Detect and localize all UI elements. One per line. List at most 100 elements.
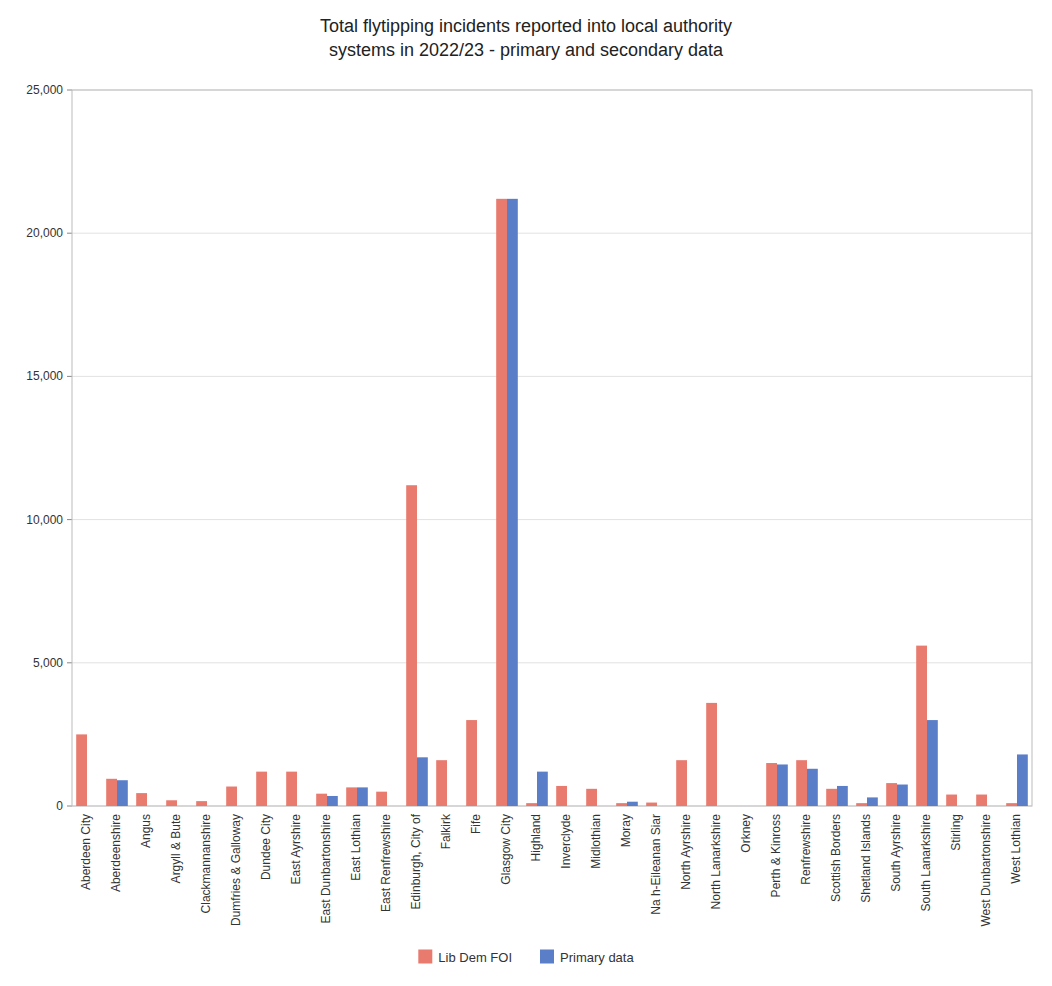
grid <box>72 90 1032 806</box>
x-tick-label: Renfrewshire <box>799 814 813 885</box>
bar: South Ayrshire — Primary data: 750 <box>897 785 908 806</box>
x-tick-label: East Ayrshire <box>289 814 303 885</box>
bar: Shetland Islands — Lib Dem FOI: 100 <box>856 803 867 806</box>
x-tick-label: Dumfries & Galloway <box>229 814 243 926</box>
bar: Glasgow City — Lib Dem FOI: 21200 <box>496 199 507 806</box>
bar: West Lothian — Lib Dem FOI: 100 <box>1006 803 1017 806</box>
x-tick-label: North Ayrshire <box>679 814 693 890</box>
bar: Perth & Kinross — Primary data: 1450 <box>777 764 788 806</box>
bar: Stirling — Primary data: 0 <box>957 806 968 807</box>
bar: East Lothian — Lib Dem FOI: 650 <box>346 787 357 806</box>
legend-swatch <box>418 950 432 964</box>
bar: Clackmannanshire — Primary data: 0 <box>207 806 218 807</box>
bar: Falkirk — Lib Dem FOI: 1600 <box>436 760 447 806</box>
grid-line <box>72 519 1032 520</box>
bar: Midlothian — Primary data: 0 <box>597 806 608 807</box>
bar: Dumfries & Galloway — Lib Dem FOI: 680 <box>226 787 237 806</box>
bar: Dumfries & Galloway — Primary data: 0 <box>237 806 248 807</box>
bar: Clackmannanshire — Lib Dem FOI: 170 <box>196 801 207 806</box>
bar: Na h-Eileanan Siar — Lib Dem FOI: 120 <box>646 803 657 806</box>
legend-label: Primary data <box>560 950 634 965</box>
bar: East Ayrshire — Primary data: 0 <box>297 806 308 807</box>
bar: Highland — Primary data: 1200 <box>537 772 548 806</box>
y-tick-label: 10,000 <box>26 513 63 527</box>
y-tick <box>67 376 72 377</box>
x-tick-label: Highland <box>529 814 543 861</box>
x-tick-label: Orkney <box>739 814 753 853</box>
bar: Aberdeenshire — Primary data: 900 <box>117 780 128 806</box>
x-tick-label: Scottish Borders <box>829 814 843 902</box>
x-tick-label: Argyll & Bute <box>169 814 183 884</box>
bar: West Dunbartonshire — Lib Dem FOI: 400 <box>976 795 987 806</box>
bars: Aberdeen City — Lib Dem FOI: 2500Aberdee… <box>76 199 1028 806</box>
grid-line <box>72 662 1032 663</box>
x-tick-label: Perth & Kinross <box>769 814 783 897</box>
bar: East Dunbartonshire — Primary data: 350 <box>327 796 338 806</box>
legend-label: Lib Dem FOI <box>438 950 512 965</box>
bar: Argyll & Bute — Primary data: 0 <box>177 806 188 807</box>
grid-line <box>72 376 1032 377</box>
bar: Shetland Islands — Primary data: 300 <box>867 797 878 806</box>
x-tick-label: Dundee City <box>259 814 273 880</box>
bar: Argyll & Bute — Lib Dem FOI: 200 <box>166 800 177 806</box>
x-tick-label: Inverclyde <box>559 814 573 869</box>
x-tick-label: Stirling <box>949 814 963 851</box>
bar: Stirling — Lib Dem FOI: 400 <box>946 795 957 806</box>
bar: Scottish Borders — Lib Dem FOI: 600 <box>826 789 837 806</box>
title-line: Total flytipping incidents reported into… <box>320 16 732 36</box>
page: {"chart_data": { "type": "bar", "title":… <box>0 0 1052 986</box>
chart: Total flytipping incidents reported into… <box>0 0 1052 986</box>
chart-container: Total flytipping incidents reported into… <box>0 0 1052 986</box>
bar: Aberdeenshire — Lib Dem FOI: 950 <box>106 779 117 806</box>
y-tick <box>67 806 72 807</box>
bar: Orkney — Lib Dem FOI: 0 <box>736 806 747 807</box>
bar: East Dunbartonshire — Lib Dem FOI: 430 <box>316 794 327 806</box>
x-tick-label: East Lothian <box>349 814 363 881</box>
bar: Dundee City — Primary data: 0 <box>267 806 278 807</box>
bar: Highland — Lib Dem FOI: 100 <box>526 803 537 806</box>
bar: Moray — Lib Dem FOI: 100 <box>616 803 627 806</box>
bar: Inverclyde — Lib Dem FOI: 700 <box>556 786 567 806</box>
x-tick-label: Midlothian <box>589 814 603 869</box>
bar: Glasgow City — Primary data: 21200 <box>507 199 518 806</box>
bar: North Lanarkshire — Primary data: 0 <box>717 806 728 807</box>
bar: North Ayrshire — Primary data: 0 <box>687 806 698 807</box>
legend-swatch <box>540 950 554 964</box>
plot-frame <box>72 90 1032 806</box>
y-tick-label: 15,000 <box>26 369 63 383</box>
legend-item: Primary data <box>540 950 634 965</box>
y-tick-label: 25,000 <box>26 83 63 97</box>
bar: Moray — Primary data: 150 <box>627 802 638 806</box>
x-tick-label: Angus <box>139 814 153 848</box>
bar: Scottish Borders — Primary data: 700 <box>837 786 848 806</box>
y-tick-label: 0 <box>56 799 63 813</box>
legend-item: Lib Dem FOI <box>418 950 512 965</box>
bar: East Lothian — Primary data: 650 <box>357 787 368 806</box>
x-tick-label: South Lanarkshire <box>919 814 933 912</box>
x-tick-label: Glasgow City <box>499 814 513 885</box>
x-tick-label: West Lothian <box>1009 814 1023 884</box>
series: Aberdeen City — Lib Dem FOI: 2500Aberdee… <box>76 199 1017 806</box>
bar: Orkney — Primary data: 0 <box>747 806 758 807</box>
y-tick <box>67 233 72 234</box>
bar: North Lanarkshire — Lib Dem FOI: 3600 <box>706 703 717 806</box>
bar: Angus — Primary data: 0 <box>147 806 158 807</box>
x-tick-label: East Dunbartonshire <box>319 814 333 924</box>
bar: Midlothian — Lib Dem FOI: 600 <box>586 789 597 806</box>
bar: Na h-Eileanan Siar — Primary data: 0 <box>657 806 668 807</box>
bar: South Lanarkshire — Lib Dem FOI: 5600 <box>916 646 927 806</box>
x-tick-label: Edinburgh, City of <box>409 813 423 909</box>
y-tick <box>67 90 72 91</box>
bar: Angus — Lib Dem FOI: 450 <box>136 793 147 806</box>
x-tick-label: East Renfrewshire <box>379 814 393 912</box>
bar: Fife — Primary data: 0 <box>477 806 488 807</box>
y-tick <box>67 662 72 663</box>
bar: West Dunbartonshire — Primary data: 0 <box>987 806 998 807</box>
x-tick-label: Fife <box>469 814 483 834</box>
x-tick-label: North Lanarkshire <box>709 814 723 910</box>
bar: Renfrewshire — Lib Dem FOI: 1600 <box>796 760 807 806</box>
bar: Aberdeen City — Lib Dem FOI: 2500 <box>76 734 87 806</box>
series: Aberdeen City — Primary data: 0Aberdeens… <box>117 199 1028 806</box>
y-tick-label: 20,000 <box>26 226 63 240</box>
bar: Aberdeen City — Primary data: 0 <box>87 806 98 807</box>
